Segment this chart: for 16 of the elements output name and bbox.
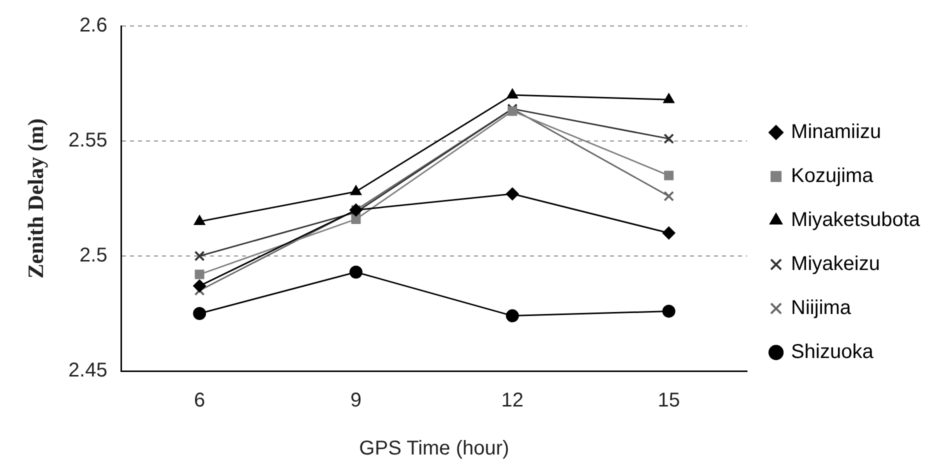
legend-label: Niijima — [791, 297, 852, 320]
y-axis-title: Zenith Delay (m) — [22, 118, 48, 279]
y-tick-label: 2.45 — [68, 360, 108, 382]
y-tick-label: 2.6 — [80, 14, 108, 37]
y-tick-label: 2.55 — [68, 130, 108, 152]
x-tick-label: 6 — [194, 390, 206, 412]
legend-label: Miyakeizu — [791, 253, 880, 276]
x-tick-label: 9 — [350, 390, 362, 412]
x-tick-label: 12 — [501, 390, 524, 412]
legend-label: Minamiizu — [791, 121, 882, 144]
legend-label: Miyaketsubota — [791, 209, 921, 232]
x-tick-label: 15 — [658, 390, 680, 412]
x-axis-title: GPS Time (hour) — [359, 438, 510, 460]
legend-label: Shizuoka — [791, 341, 874, 364]
y-tick-label: 2.5 — [80, 244, 108, 267]
legend-label: Kozujima — [791, 165, 874, 188]
